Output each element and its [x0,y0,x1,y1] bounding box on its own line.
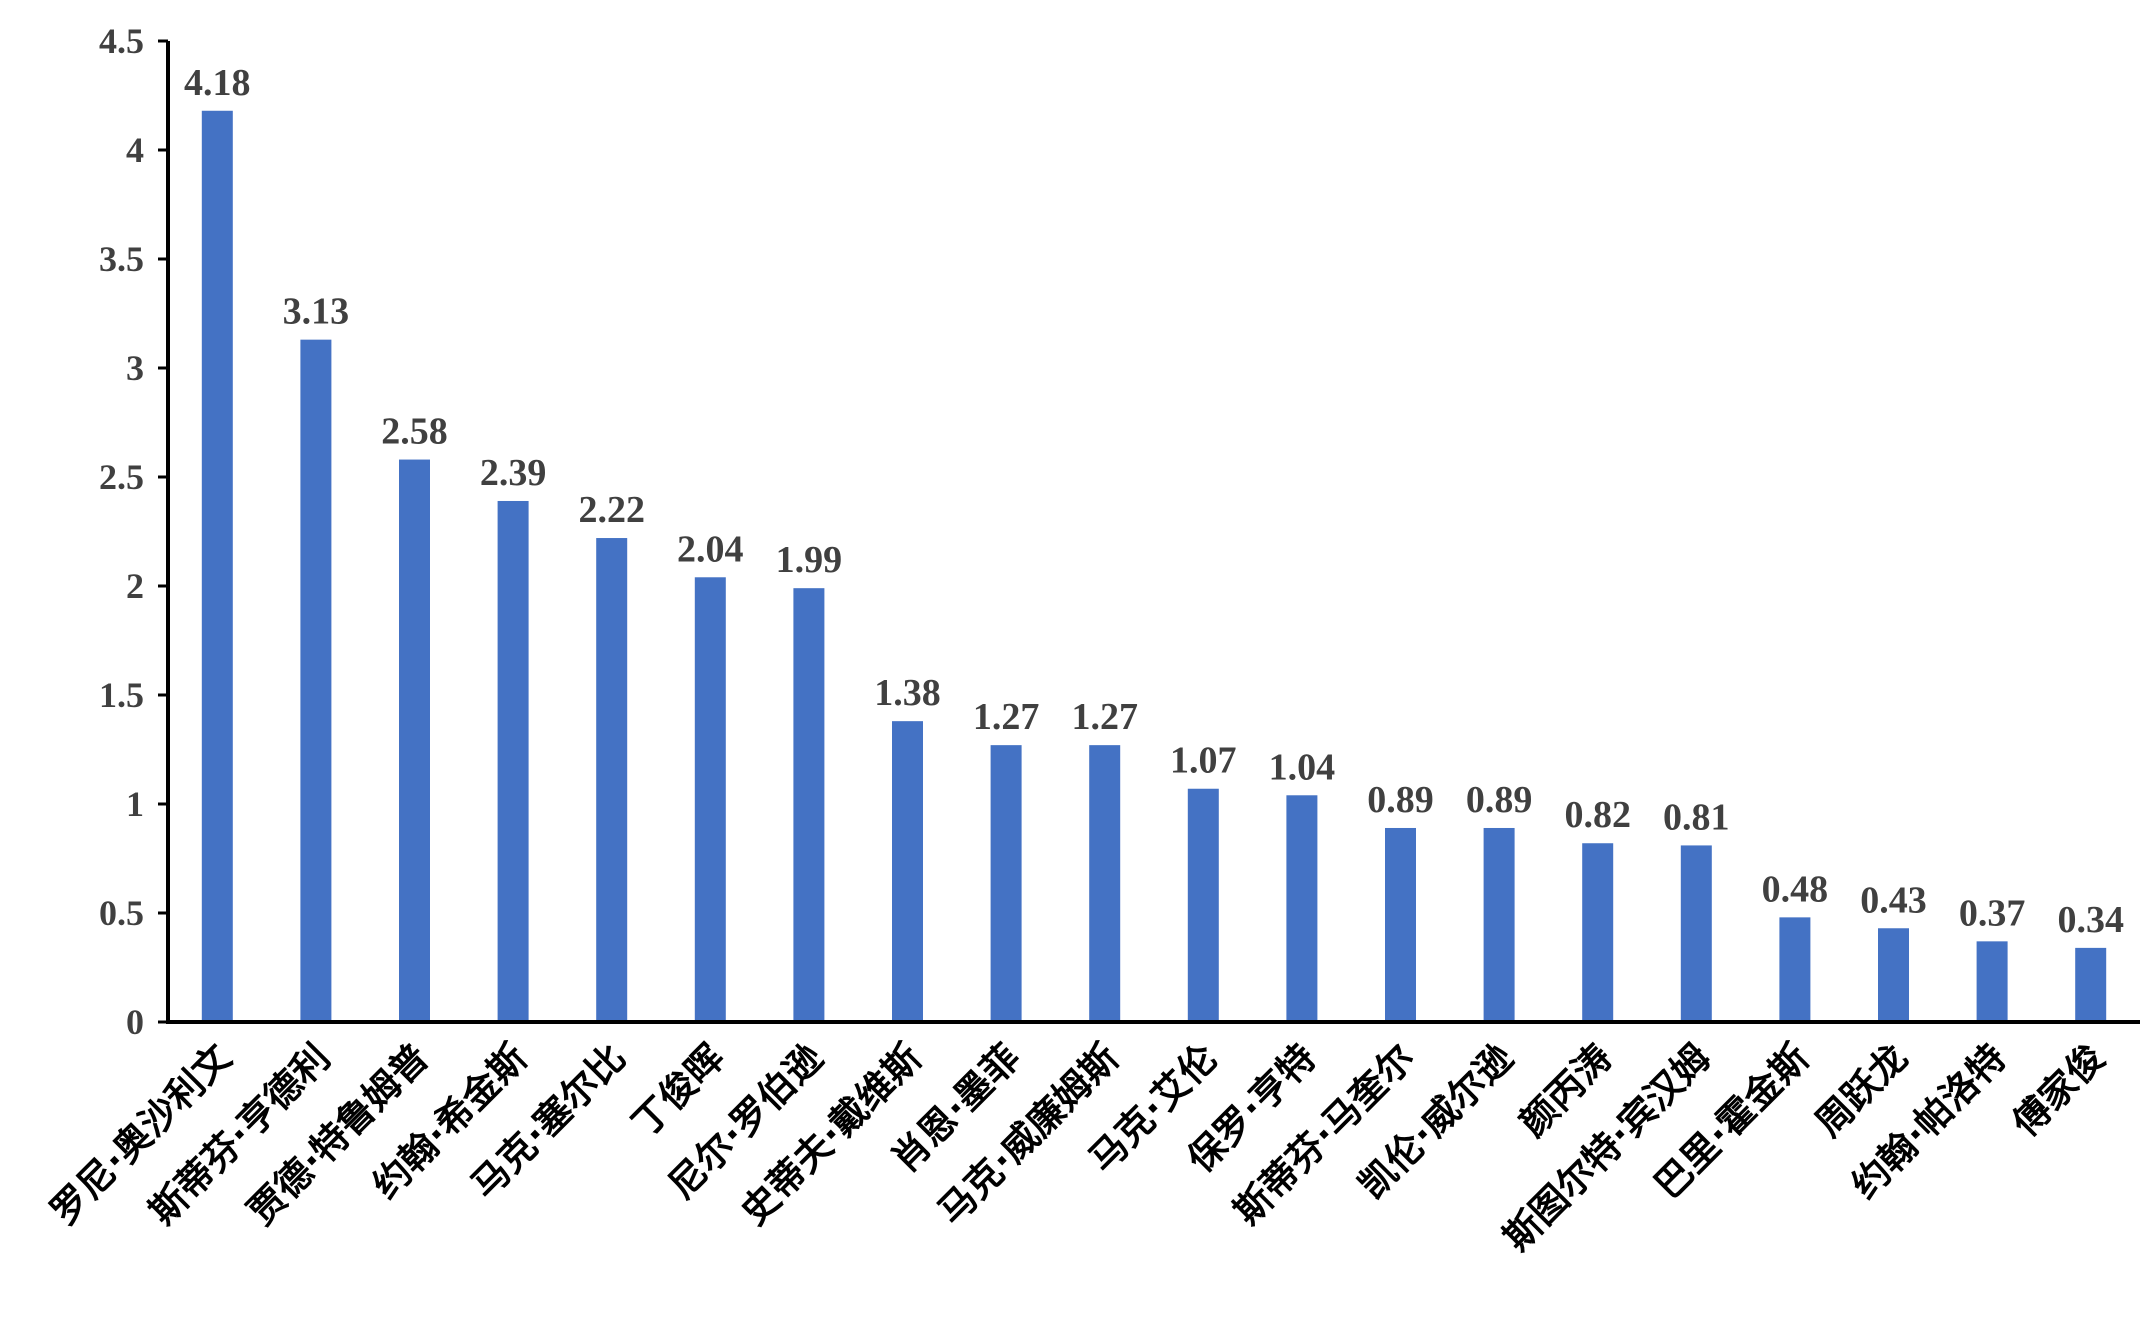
bar [1187,788,1219,1022]
bar [1483,827,1515,1022]
bar [1286,795,1318,1022]
bar [596,538,628,1022]
y-tick-label: 1.5 [99,675,144,715]
bar [1385,827,1416,1022]
data-label: 0.89 [1466,779,1533,821]
data-label: 3.13 [283,291,350,333]
bar [793,588,825,1022]
data-label: 2.39 [480,452,547,494]
data-label: 2.04 [677,528,744,570]
y-tick-label: 4.5 [99,21,144,61]
data-label: 1.07 [1170,740,1237,782]
y-tick-label: 3.5 [99,239,144,279]
y-axis-ticks: 0 0.5 1 1.5 2 2.5 3 3.5 4 4.5 [99,21,168,1042]
data-label: 1.04 [1269,746,1336,788]
bar [694,577,726,1022]
data-label: 2.22 [578,489,645,531]
data-label: 2.58 [381,411,448,453]
bar [2075,947,2107,1022]
data-label: 0.48 [1762,868,1829,910]
data-label: 0.82 [1564,794,1631,836]
data-label: 1.38 [874,672,941,714]
bar [300,339,332,1022]
bar [1582,843,1614,1022]
data-label: 0.34 [2057,899,2124,941]
data-label: 0.43 [1860,879,1927,921]
y-tick-label: 4 [126,130,144,170]
y-tick-label: 0 [126,1002,144,1042]
y-tick-label: 2 [126,566,144,606]
bar [201,110,233,1022]
bar [399,459,430,1022]
y-tick-label: 0.5 [99,893,144,933]
data-label: 0.89 [1367,779,1434,821]
bar [990,745,1022,1022]
bar [892,721,923,1022]
bar [1878,928,1909,1022]
data-label: 1.27 [1071,696,1138,738]
y-tick-label: 1 [126,784,144,824]
y-tick-label: 3 [126,348,144,388]
data-label: 1.99 [776,539,843,581]
bar [1976,941,2008,1022]
y-tick-label: 2.5 [99,457,144,497]
data-label: 0.37 [1959,892,2026,934]
data-label: 1.27 [973,696,1040,738]
x-tick-label: 傅家俊 [2003,1036,2113,1146]
data-labels: 4.18 3.13 2.58 2.39 2.22 2.04 1.99 1.38 1.27 1.27… [184,62,2124,941]
data-label: 0.81 [1663,796,1730,838]
data-label: 4.18 [184,62,251,104]
bar [1779,917,1811,1022]
bars [201,110,2107,1023]
x-axis-category-labels: 罗尼·奥沙利文斯蒂芬·亨德利贾德·特鲁姆普约翰·希金斯马克·塞尔比丁俊晖尼尔·罗… [42,1035,2113,1259]
bar [1680,845,1712,1022]
bar [497,500,529,1023]
bar [1089,745,1121,1022]
